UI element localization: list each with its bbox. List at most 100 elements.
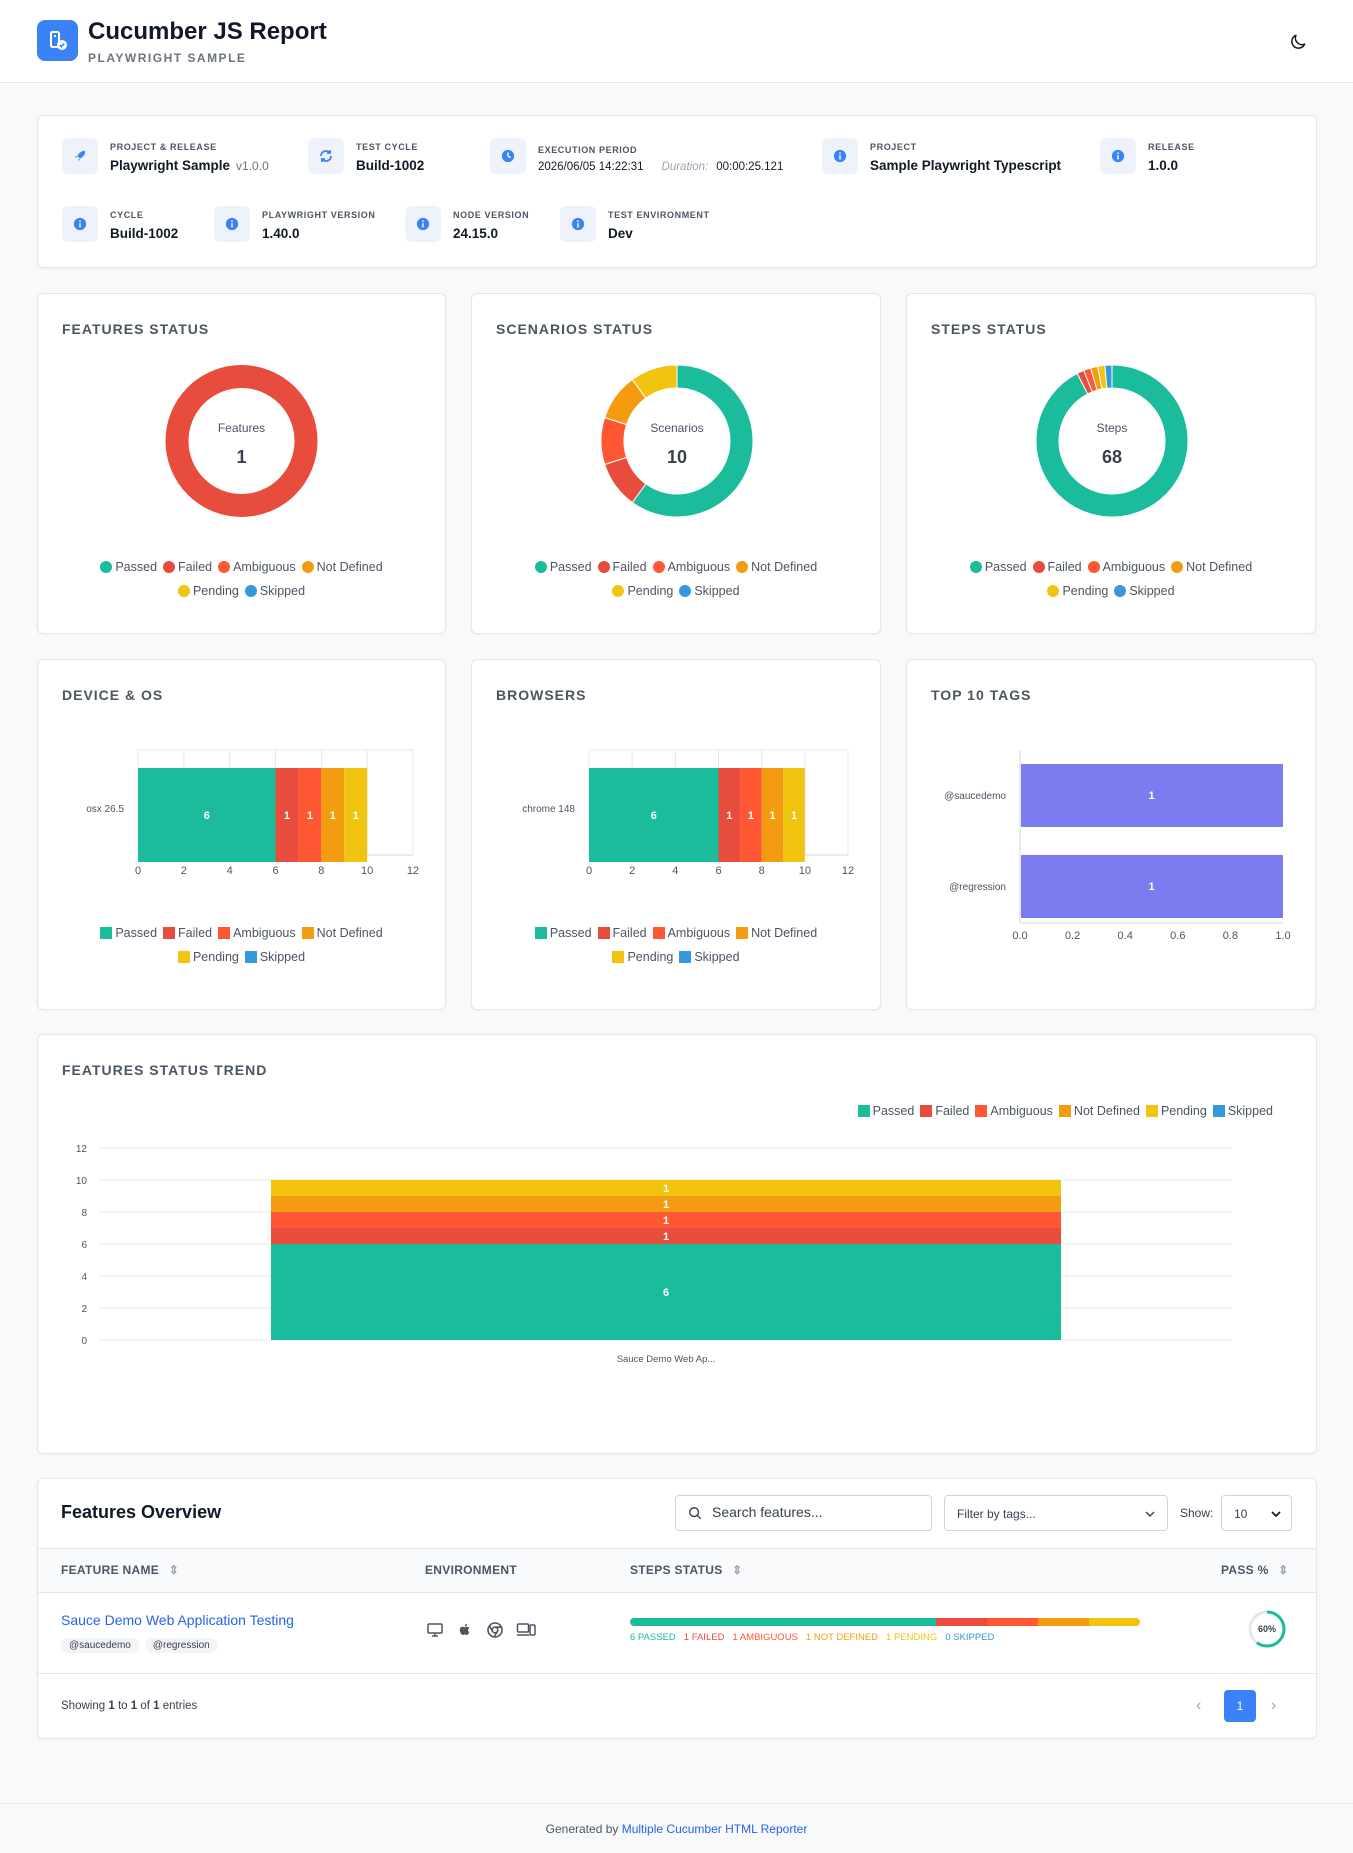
dark-mode-toggle-icon[interactable] [1288, 32, 1308, 52]
bar-value-label: 6 [663, 1287, 669, 1299]
legend-item-skipped[interactable]: Skipped [679, 945, 740, 969]
y-tick-label: 2 [81, 1304, 87, 1315]
trend-segment-failed[interactable] [271, 1228, 1061, 1244]
bar-segment-failed[interactable] [718, 768, 741, 862]
donut-slice-failed[interactable] [165, 365, 318, 517]
legend-item-pending[interactable]: Pending [1047, 579, 1108, 603]
bar-value-label: 1 [663, 1183, 669, 1195]
legend-item-ambiguous[interactable]: Ambiguous [652, 921, 730, 945]
filter-tags-select[interactable]: Filter by tags... [944, 1495, 1168, 1531]
legend-label: Ambiguous [990, 1104, 1053, 1118]
search-features[interactable] [675, 1495, 932, 1531]
legend-label: Skipped [259, 584, 306, 598]
legend-item-pending[interactable]: Pending [177, 579, 239, 603]
bar-segment-ambiguous[interactable] [740, 768, 762, 862]
bar-segment-pending[interactable] [344, 768, 368, 862]
legend-item-pending[interactable]: Pending [612, 579, 673, 603]
legend-item-skipped[interactable]: Skipped [1212, 1099, 1273, 1123]
legend-item-not-defined[interactable]: Not Defined [736, 555, 817, 579]
page-1-button[interactable]: 1 [1224, 1690, 1256, 1722]
search-input[interactable] [712, 1504, 922, 1520]
donut-slice-passed[interactable] [1035, 364, 1189, 518]
legend-label: Failed [178, 926, 213, 940]
bar-segment-pending[interactable] [783, 768, 805, 862]
legend-item-passed[interactable]: Passed [857, 1099, 914, 1123]
tag-bar[interactable] [1021, 764, 1283, 827]
legend-item-failed[interactable]: Failed [597, 921, 647, 945]
legend-item-ambiguous[interactable]: Ambiguous [975, 1099, 1053, 1123]
legend-item-ambiguous[interactable]: Ambiguous [218, 555, 296, 579]
showing-to: 1 [130, 1700, 138, 1712]
trend-segment-not-defined[interactable] [271, 1196, 1061, 1212]
meta-label: NODE VERSION [453, 210, 530, 220]
trend-segment-passed[interactable] [271, 1244, 1061, 1340]
bar-segment-passed[interactable] [138, 768, 276, 862]
legend-item-skipped[interactable]: Skipped [244, 945, 305, 969]
legend-item-passed[interactable]: Passed [534, 921, 592, 945]
legend-item-not-defined[interactable]: Not Defined [1171, 555, 1252, 579]
legend-item-passed[interactable]: Passed [534, 555, 592, 579]
trend-segment-ambiguous[interactable] [271, 1212, 1061, 1228]
legend-label: Ambiguous [1102, 560, 1166, 574]
legend-item-not-defined[interactable]: Not Defined [736, 921, 817, 945]
legend-item-pending[interactable]: Pending [177, 945, 239, 969]
legend-swatch [597, 561, 610, 573]
filter-placeholder: Filter by tags... [957, 1507, 1036, 1521]
legend-item-skipped[interactable]: Skipped [1114, 579, 1175, 603]
col-feature-name[interactable]: FEATURE NAME ⇕ [61, 1563, 179, 1577]
donut-slice-skipped[interactable] [1104, 364, 1113, 389]
legend-item-skipped[interactable]: Skipped [244, 579, 306, 603]
legend-item-not-defined[interactable]: Not Defined [1058, 1099, 1140, 1123]
legend-item-ambiguous[interactable]: Ambiguous [218, 921, 296, 945]
legend-item-pending[interactable]: Pending [1145, 1099, 1207, 1123]
legend-swatch [736, 561, 749, 573]
page-size-select[interactable]: 10 [1221, 1495, 1292, 1531]
trend-segment-pending[interactable] [271, 1180, 1061, 1196]
legend-item-pending[interactable]: Pending [612, 945, 673, 969]
info-icon [405, 206, 441, 242]
legend-item-failed[interactable]: Failed [920, 1099, 969, 1123]
meta-value: 1.40.0 [262, 226, 300, 241]
legend-label: Skipped [1227, 1104, 1273, 1118]
steps-bar-segment [987, 1618, 1038, 1626]
donut-slice-passed[interactable] [631, 364, 754, 518]
legend-item-failed[interactable]: Failed [597, 555, 647, 579]
next-page-button[interactable]: › [1271, 1697, 1277, 1714]
steps-count-label: 0 SKIPPED [945, 1632, 995, 1643]
legend-item-ambiguous[interactable]: Ambiguous [652, 555, 731, 579]
legend-item-not-defined[interactable]: Not Defined [301, 921, 383, 945]
duration-value: 00:00:25.121 [716, 161, 784, 173]
legend-item-failed[interactable]: Failed [163, 921, 212, 945]
y-tick-label: 4 [81, 1272, 87, 1283]
legend-item-passed[interactable]: Passed [100, 555, 157, 579]
steps-bar-segment [630, 1618, 936, 1626]
x-tick-label: 0.6 [1170, 930, 1185, 942]
bar-segment-ambiguous[interactable] [298, 768, 322, 862]
legend-item-passed[interactable]: Passed [100, 921, 157, 945]
chart-legend: Passed Failed Ambiguous Not Defined Pending S… [907, 555, 1315, 603]
legend-item-passed[interactable]: Passed [969, 555, 1027, 579]
bar-segment-not-defined[interactable] [321, 768, 345, 862]
bar-segment-not-defined[interactable] [761, 768, 784, 862]
col-pass-pct[interactable]: PASS % ⇕ [1221, 1563, 1289, 1577]
bar-segment-failed[interactable] [275, 768, 299, 862]
donut-slice-ambiguous[interactable] [600, 416, 628, 466]
legend-item-failed[interactable]: Failed [163, 555, 212, 579]
tag-bar[interactable] [1021, 855, 1283, 918]
feature-link[interactable]: Sauce Demo Web Application Testing [61, 1612, 294, 1628]
legend-label: Ambiguous [667, 560, 731, 574]
bar-segment-passed[interactable] [589, 768, 719, 862]
app-title: Cucumber JS Report [88, 18, 327, 45]
legend-item-skipped[interactable]: Skipped [679, 579, 740, 603]
environment-icons [426, 1621, 536, 1639]
overview-title: Features Overview [61, 1502, 222, 1522]
col-steps-status[interactable]: STEPS STATUS ⇕ [630, 1563, 743, 1577]
donut-center-label: Features [218, 421, 265, 435]
legend-item-ambiguous[interactable]: Ambiguous [1087, 555, 1166, 579]
legend-item-not-defined[interactable]: Not Defined [301, 555, 383, 579]
legend-label: Pending [627, 950, 674, 964]
reporter-link[interactable]: Multiple Cucumber HTML Reporter [621, 1822, 808, 1836]
donut-slice-pending[interactable] [631, 364, 678, 399]
prev-page-button[interactable]: ‹ [1196, 1697, 1202, 1714]
legend-item-failed[interactable]: Failed [1032, 555, 1082, 579]
